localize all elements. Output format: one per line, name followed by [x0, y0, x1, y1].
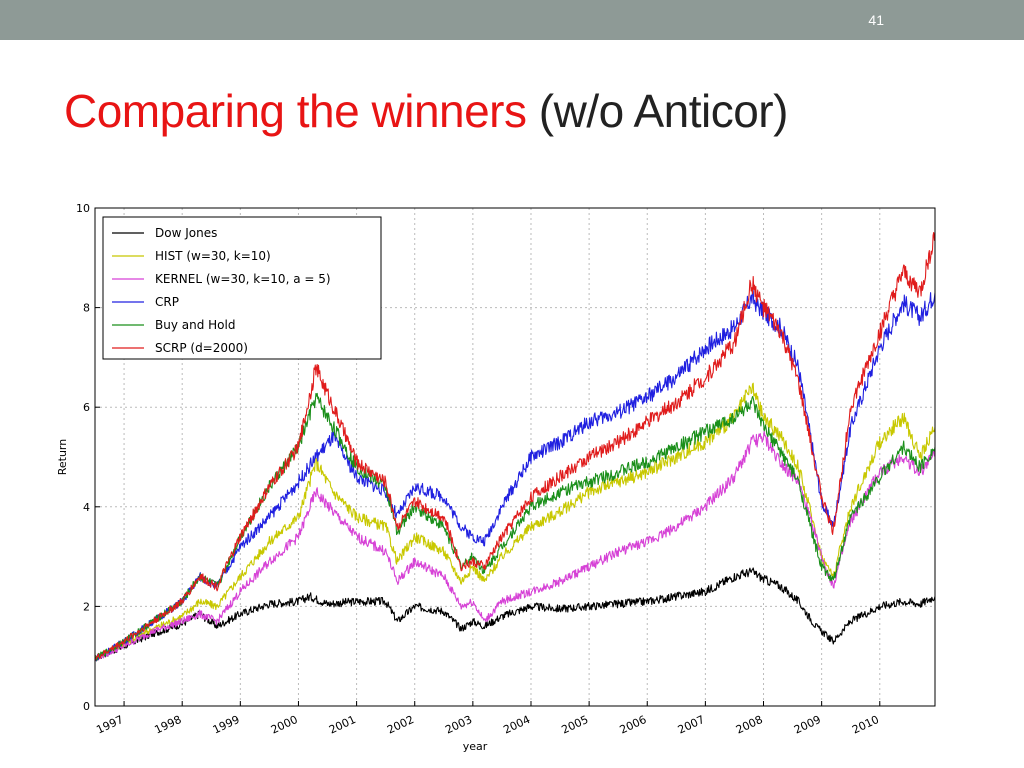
- y-tick-label: 4: [83, 501, 90, 514]
- legend-label: Dow Jones: [155, 226, 217, 240]
- y-axis-label: Return: [56, 439, 69, 476]
- y-tick-label: 8: [83, 302, 90, 315]
- x-tick-label: 1998: [153, 713, 184, 737]
- x-tick-label: 2003: [443, 713, 474, 737]
- legend-box: [102, 216, 382, 360]
- y-tick-label: 6: [83, 401, 90, 414]
- y-tick-label: 2: [83, 600, 90, 613]
- x-tick-label: 2009: [792, 713, 823, 737]
- series-line: [94, 567, 936, 662]
- legend-label: CRP: [155, 295, 179, 309]
- x-tick-label: 2001: [327, 713, 358, 737]
- series-line: [94, 382, 936, 662]
- x-tick-label: 2002: [385, 713, 416, 737]
- legend-label: HIST (w=30, k=10): [155, 249, 271, 263]
- series-line: [94, 231, 936, 662]
- slide-title-rest: (w/o Anticor): [538, 85, 789, 137]
- y-tick-label: 0: [83, 700, 90, 713]
- x-axis-label: year: [463, 740, 488, 753]
- x-tick-label: 2000: [269, 713, 300, 737]
- x-tick-label: 2010: [850, 713, 881, 737]
- legend-label: KERNEL (w=30, k=10, a = 5): [155, 272, 331, 286]
- x-tick-label: 2004: [501, 713, 532, 737]
- series-line: [94, 430, 936, 661]
- plot-frame: [94, 207, 936, 707]
- legend-label: Buy and Hold: [155, 318, 235, 332]
- returns-line-chart: 0 2 4 6 8 10 1997 1998 1999 2000 2001 2002 2003 2004 2…: [56, 202, 936, 753]
- slide-number: 41: [868, 12, 884, 28]
- x-tick-label: 1997: [94, 713, 125, 737]
- x-tick-label: 2008: [734, 713, 765, 737]
- slide-header-bar: 41: [0, 0, 1024, 40]
- y-tick-label: 10: [76, 202, 90, 215]
- x-tick-label: 2007: [676, 713, 707, 737]
- legend-label: SCRP (d=2000): [155, 341, 248, 355]
- slide-title: Comparing the winners (w/o Anticor): [64, 84, 788, 138]
- x-tick-label: 2005: [560, 713, 591, 737]
- x-tick-label: 2006: [618, 713, 649, 737]
- series-line: [94, 289, 936, 662]
- slide-title-highlight: Comparing the winners: [64, 85, 527, 137]
- x-tick-label: 1999: [211, 713, 242, 737]
